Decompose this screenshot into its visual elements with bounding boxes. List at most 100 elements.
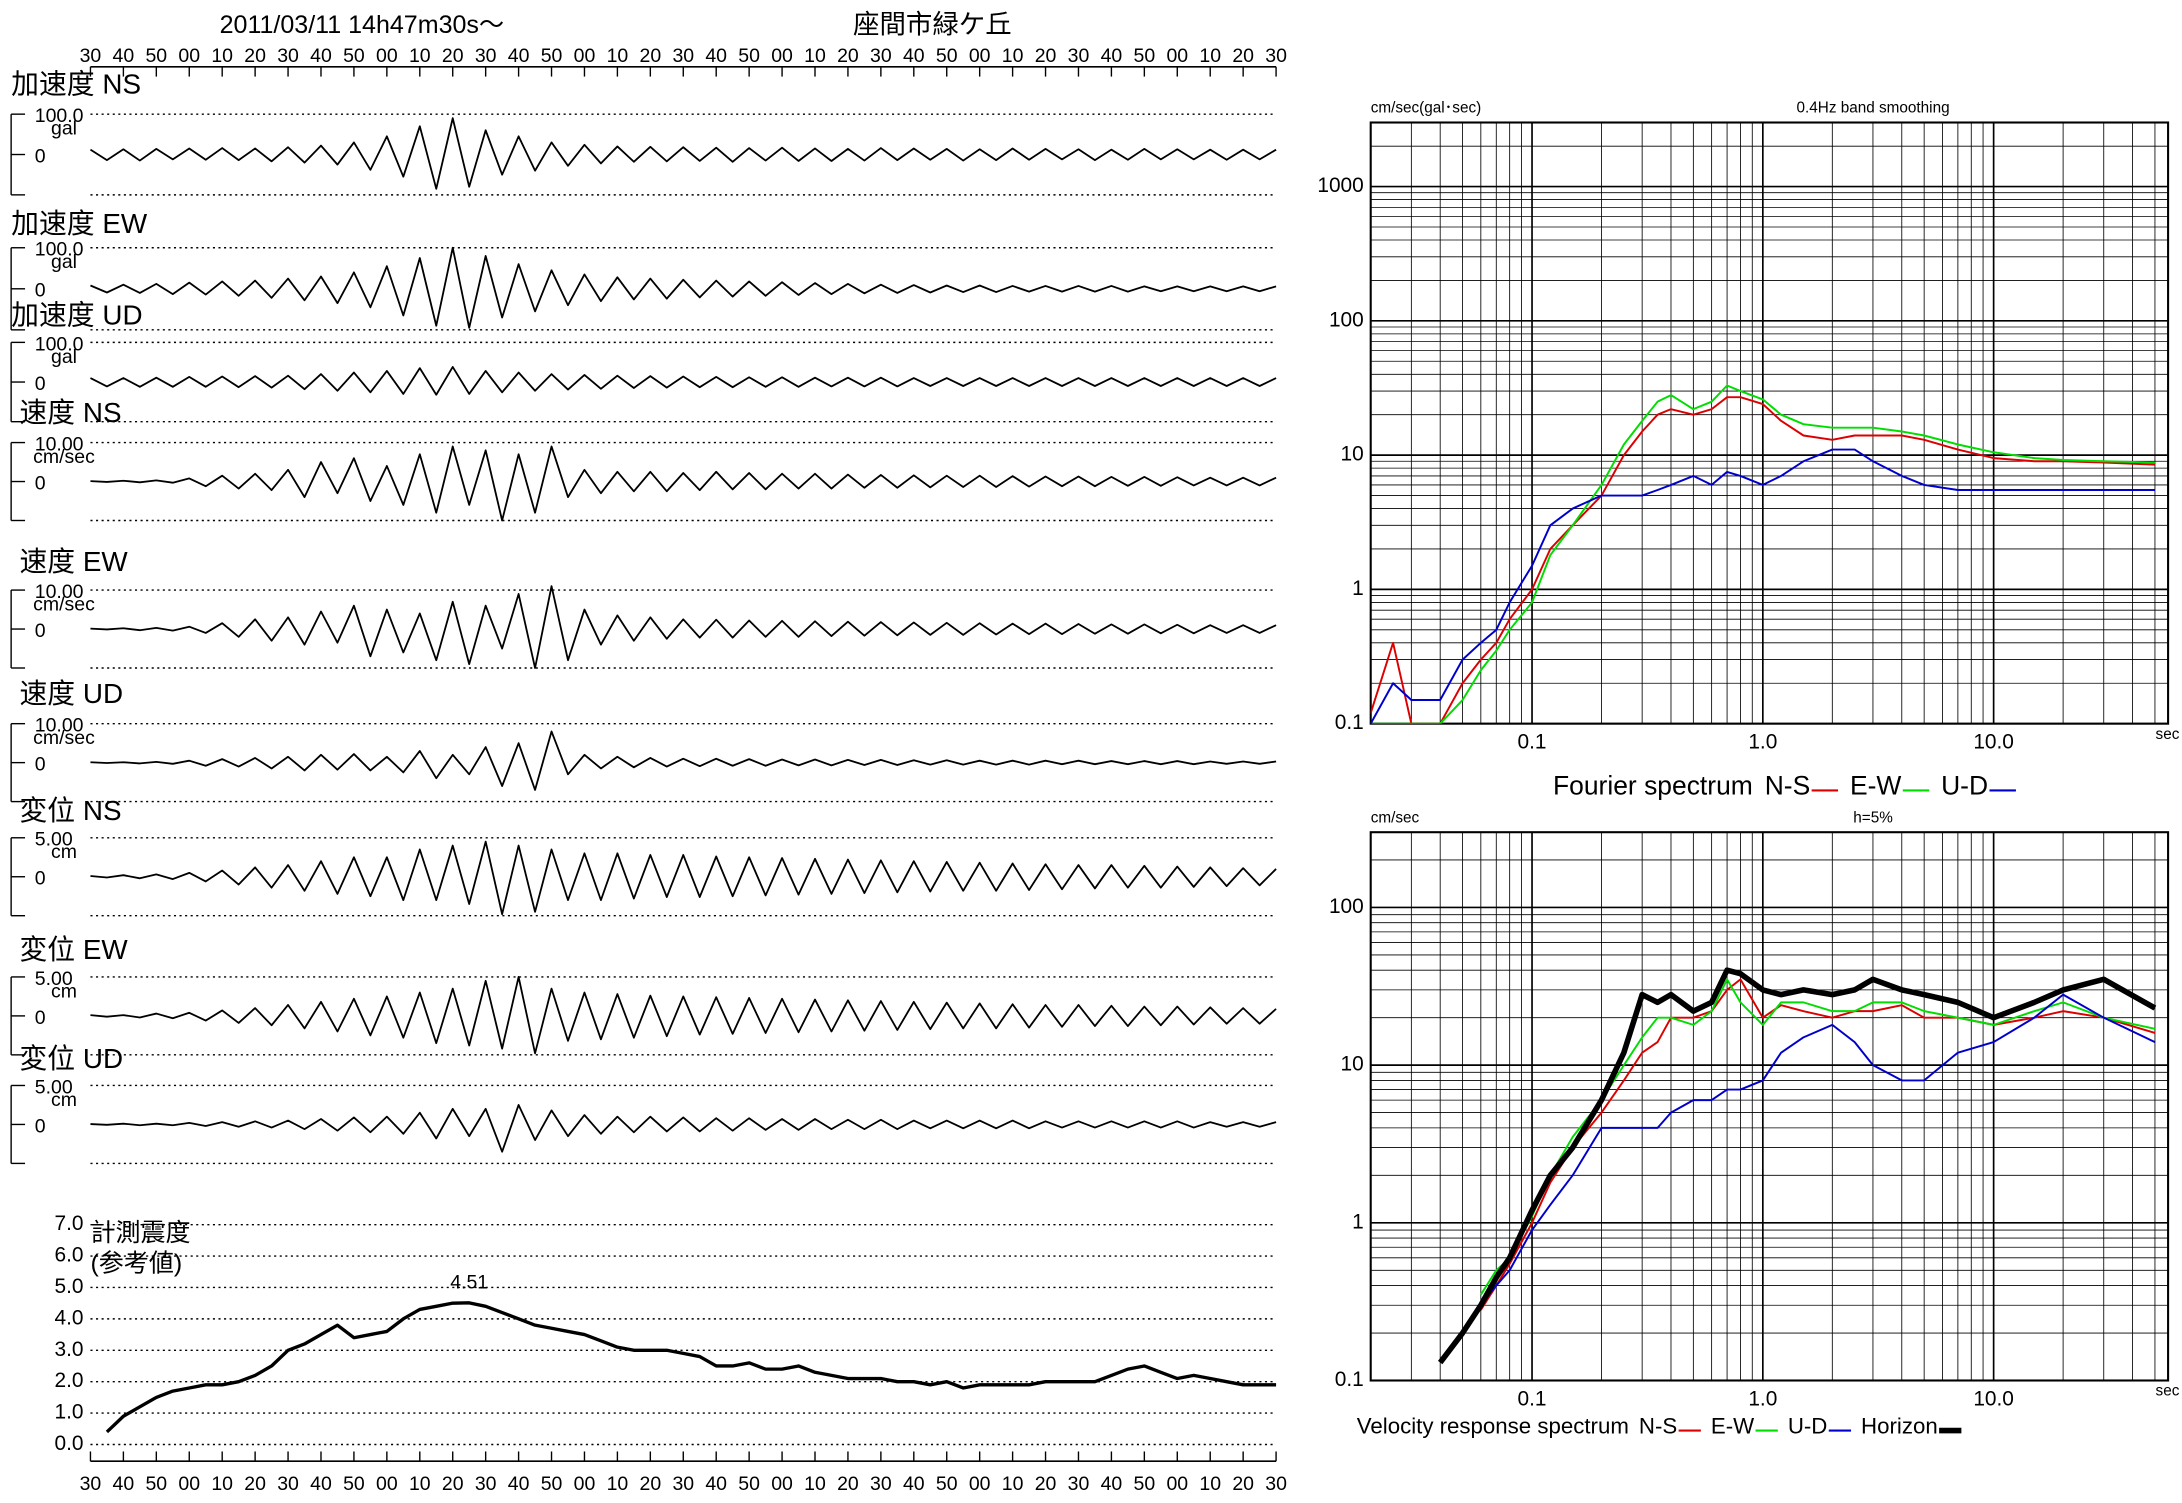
x-tick-label: 50: [1134, 45, 1156, 67]
y-tick-label: 0: [35, 754, 46, 776]
x-tick-label: 40: [113, 1473, 135, 1495]
x-tick-label: 10.0: [1973, 731, 2014, 754]
data-line: [90, 1104, 1277, 1153]
x-tick-label: 30: [80, 45, 102, 67]
x-tick-label: 30: [672, 45, 694, 67]
trace-name: 速度 UD: [19, 678, 123, 709]
y-tick-label: 5.00: [35, 1076, 73, 1098]
y-tick-label: 10.00: [35, 433, 84, 455]
trace-name: 変位 NS: [19, 795, 121, 826]
x-tick-label: 20: [1232, 1473, 1254, 1495]
x-tick-label: 00: [771, 45, 793, 67]
x-tick-label: 10: [607, 1473, 629, 1495]
x-tick-label: 00: [178, 1473, 200, 1495]
unit-label: cm/sec: [33, 446, 95, 468]
x-tick-label: 40: [508, 45, 530, 67]
x-tick-label: 50: [936, 1473, 958, 1495]
data-line: [1370, 396, 2155, 724]
y-tick-label: 5.00: [35, 829, 73, 851]
x-tick-label: 00: [1166, 45, 1188, 67]
x-tick-label: 50: [343, 45, 365, 67]
x-tick-label: 20: [1035, 1473, 1057, 1495]
trace-name: 変位 UD: [19, 1043, 123, 1074]
y-tick-label: 10.00: [35, 581, 84, 603]
unit-label: cm: [51, 980, 77, 1002]
legend-label: E-W: [1850, 771, 1901, 801]
x-tick-label: 30: [475, 45, 497, 67]
y-tick-label: 0.1: [1335, 1368, 1364, 1391]
data-line: [90, 585, 1277, 669]
x-tick-label: 10: [1199, 45, 1221, 67]
chart-title: 計測震度: [90, 1219, 190, 1247]
chart-subtitle: h=5%: [1853, 809, 1893, 826]
x-tick-label: 30: [1265, 45, 1287, 67]
x-unit-label: sec: [2156, 1383, 2180, 1400]
trace-name: 加速度 EW: [11, 208, 148, 239]
x-tick-label: 50: [541, 1473, 563, 1495]
y-tick-label: 10: [1341, 1053, 1364, 1076]
chart-title: 2011/03/11 14h47m30s～: [220, 11, 504, 39]
data-line: [90, 730, 1277, 791]
x-tick-label: 20: [837, 1473, 859, 1495]
unit-label: cm/sec: [33, 594, 95, 616]
y-axis-label: cm/sec(gal･sec): [1371, 100, 1482, 117]
x-tick-label: 40: [310, 45, 332, 67]
y-tick-label: 10.00: [35, 715, 84, 737]
x-tick-label: 0.1: [1518, 731, 1547, 754]
y-tick-label: 10: [1341, 443, 1364, 466]
plot-lines: [1370, 384, 2155, 724]
x-tick-label: 20: [1232, 45, 1254, 67]
plot-lines: [1437, 967, 2157, 1365]
legend-label: U-D: [1788, 1414, 1828, 1439]
x-tick-label: 00: [1166, 1473, 1188, 1495]
x-tick-label: 40: [310, 1473, 332, 1495]
x-tick-label: 40: [903, 45, 925, 67]
y-tick-label: 100.0: [35, 333, 84, 355]
x-tick-label: 00: [178, 45, 200, 67]
x-tick-label: 20: [1035, 45, 1057, 67]
plot-frame: [1369, 831, 2170, 1382]
x-tick-label: 30: [672, 1473, 694, 1495]
data-line: [90, 246, 1277, 329]
x-tick-label: 10: [1002, 45, 1024, 67]
y-tick-label: 5.00: [35, 968, 73, 990]
legend-label: E-W: [1711, 1414, 1754, 1439]
y-tick-label: 100.0: [35, 105, 84, 127]
chart-subtitle: 0.4Hz band smoothing: [1797, 100, 1950, 117]
x-tick-label: 30: [277, 1473, 299, 1495]
x-tick-label: 10: [607, 45, 629, 67]
trace-name: 加速度 NS: [11, 69, 141, 100]
x-tick-label: 20: [640, 1473, 662, 1495]
y-tick-label: 1.0: [54, 1401, 83, 1424]
x-tick-label: 10: [409, 45, 431, 67]
y-tick-label: 3.0: [54, 1338, 83, 1361]
unit-label: gal: [51, 251, 77, 273]
unit-label: cm: [51, 841, 77, 863]
y-axis-label: cm/sec: [1371, 809, 1420, 826]
x-tick-label: 20: [442, 45, 464, 67]
y-tick-label: 0: [35, 1007, 46, 1029]
x-tick-label: 50: [145, 45, 167, 67]
chart-subtitle: 座間市緑ケ丘: [853, 9, 1012, 39]
x-tick-label: 30: [870, 1473, 892, 1495]
x-tick-label: 00: [969, 45, 991, 67]
x-tick-label: 50: [145, 1473, 167, 1495]
x-tick-label: 20: [442, 1473, 464, 1495]
x-tick-label: 1.0: [1748, 1387, 1777, 1410]
data-line: [90, 840, 1277, 916]
data-line: [1480, 978, 2156, 1296]
x-tick-label: 10: [1199, 1473, 1221, 1495]
y-tick-label: 0: [35, 373, 46, 395]
unit-label: gal: [51, 346, 77, 368]
x-tick-label: 30: [870, 45, 892, 67]
x-tick-label: 50: [936, 45, 958, 67]
x-tick-label: 10: [1002, 1473, 1024, 1495]
legend-label: U-D: [1941, 771, 1988, 801]
x-tick-label: 50: [541, 45, 563, 67]
data-line: [90, 366, 1277, 396]
x-tick-label: 50: [738, 1473, 760, 1495]
x-tick-label: 50: [1134, 1473, 1156, 1495]
x-tick-label: 30: [1265, 1473, 1287, 1495]
x-tick-label: 00: [969, 1473, 991, 1495]
